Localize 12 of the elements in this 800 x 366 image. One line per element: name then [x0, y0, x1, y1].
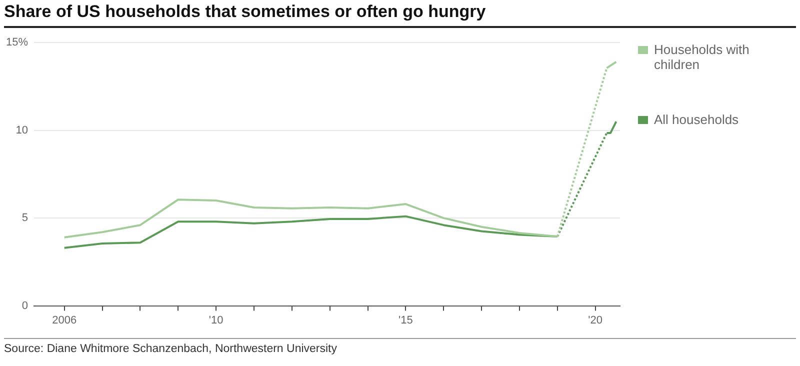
y-tick-label: 15% [6, 36, 28, 49]
legend-label: Households with children [654, 42, 750, 72]
x-tick-label: '15 [398, 314, 413, 326]
y-tick-label: 10 [16, 124, 28, 136]
legend-label: All households [654, 112, 739, 127]
x-tick-label: '20 [588, 314, 603, 326]
x-tick-label: 2006 [52, 314, 77, 326]
x-tick-label: '10 [208, 314, 224, 326]
y-tick-label: 0 [22, 300, 28, 312]
chart-title: Share of US households that sometimes or often go hungry [4, 2, 796, 28]
y-tick-label: 5 [22, 212, 28, 224]
source-note: Source: Diane Whitmore Schanzenbach, Northwestern University [4, 343, 338, 355]
